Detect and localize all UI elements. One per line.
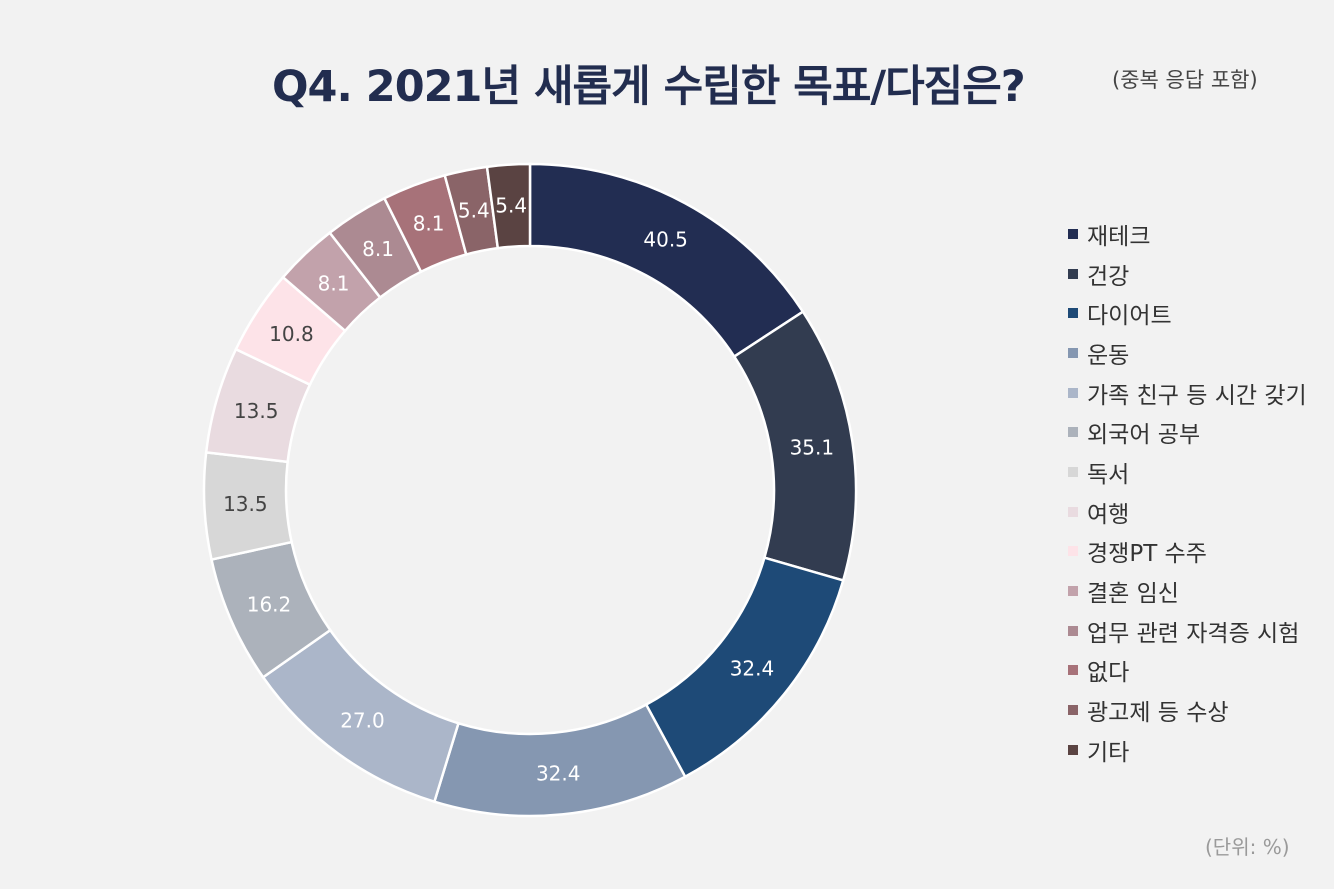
legend-label-10: 결혼 임신 [1087, 581, 1179, 608]
legend-label-14: 기타 [1087, 739, 1130, 766]
donut-slices [202, 162, 858, 818]
donut-slice-1 [528, 162, 805, 359]
legend-item-14: 기타 [1068, 730, 1307, 770]
unit-note: (단위: %) [1205, 835, 1290, 859]
legend-item-11: 업무 관련 자격증 시험 [1068, 611, 1307, 651]
legend-item-12: 없다 [1068, 651, 1307, 691]
slice-value-label-13: 5.4 [458, 199, 490, 223]
legend-item-13: 광고제 등 수상 [1068, 690, 1307, 730]
legend-label-5: 가족 친구 등 시간 갖기 [1087, 382, 1307, 409]
slice-value-label-14: 5.4 [495, 194, 527, 218]
legend-label-6: 외국어 공부 [1087, 422, 1201, 449]
legend-item-10: 결혼 임신 [1068, 571, 1307, 611]
slice-value-label-9: 10.8 [269, 322, 314, 346]
legend-swatch-2 [1068, 268, 1078, 279]
legend-swatch-14 [1068, 744, 1078, 755]
legend-swatch-7 [1068, 466, 1078, 477]
legend-label-3: 다이어트 [1087, 303, 1172, 330]
legend-swatch-1 [1068, 228, 1078, 239]
legend-item-2: 건강 [1068, 254, 1307, 294]
donut-slice-14 [485, 162, 532, 250]
legend-label-12: 없다 [1087, 660, 1130, 687]
legend-item-5: 가족 친구 등 시간 갖기 [1068, 373, 1307, 413]
donut-value-labels: 40.5 35.1 32.4 32.4 27.0 16.2 13.5 13.5 10.8 8.1 8… [223, 194, 834, 786]
slice-value-label-5: 27.0 [340, 709, 385, 733]
slice-value-label-4: 32.4 [536, 762, 581, 786]
legend-label-7: 독서 [1087, 461, 1130, 488]
legend-item-4: 운동 [1068, 333, 1307, 373]
slice-value-label-1: 40.5 [643, 227, 688, 251]
legend-label-4: 운동 [1087, 342, 1130, 369]
legend-swatch-13 [1068, 705, 1078, 716]
slice-value-label-11: 8.1 [362, 237, 394, 261]
legend-swatch-4 [1068, 347, 1078, 358]
legend-label-1: 재테크 [1087, 223, 1151, 250]
legend-swatch-11 [1068, 625, 1078, 636]
legend-swatch-12 [1068, 665, 1078, 676]
legend-item-3: 다이어트 [1068, 293, 1307, 333]
legend-label-8: 여행 [1087, 501, 1130, 528]
legend-swatch-8 [1068, 506, 1078, 517]
legend-item-9: 경쟁PT 수주 [1068, 532, 1307, 572]
legend-label-9: 경쟁PT 수주 [1087, 541, 1207, 568]
slice-value-label-10: 8.1 [318, 272, 350, 296]
slice-value-label-8: 13.5 [234, 399, 279, 423]
slice-value-label-12: 8.1 [413, 212, 445, 236]
legend-label-2: 건강 [1087, 263, 1130, 290]
legend-item-1: 재테크 [1068, 214, 1307, 254]
legend-swatch-3 [1068, 308, 1078, 319]
legend-label-11: 업무 관련 자격증 시험 [1087, 620, 1300, 647]
legend-label-13: 광고제 등 수상 [1087, 700, 1229, 727]
donut-slice-4 [432, 702, 687, 818]
slice-value-label-7: 13.5 [223, 492, 268, 516]
slice-value-label-3: 32.4 [730, 657, 775, 681]
legend-item-8: 여행 [1068, 492, 1307, 532]
legend-swatch-10 [1068, 586, 1078, 597]
legend-swatch-6 [1068, 427, 1078, 438]
chart-subtitle: (중복 응답 포함) [1112, 68, 1258, 92]
chart-title: Q4. 2021년 새롭게 수립한 목표/다짐은? [272, 62, 1026, 112]
legend-item-6: 외국어 공부 [1068, 412, 1307, 452]
legend-swatch-9 [1068, 546, 1078, 557]
slice-value-label-6: 16.2 [247, 592, 292, 616]
legend-item-7: 독서 [1068, 452, 1307, 492]
slice-value-label-2: 35.1 [790, 436, 835, 460]
legend-swatch-5 [1068, 387, 1078, 398]
